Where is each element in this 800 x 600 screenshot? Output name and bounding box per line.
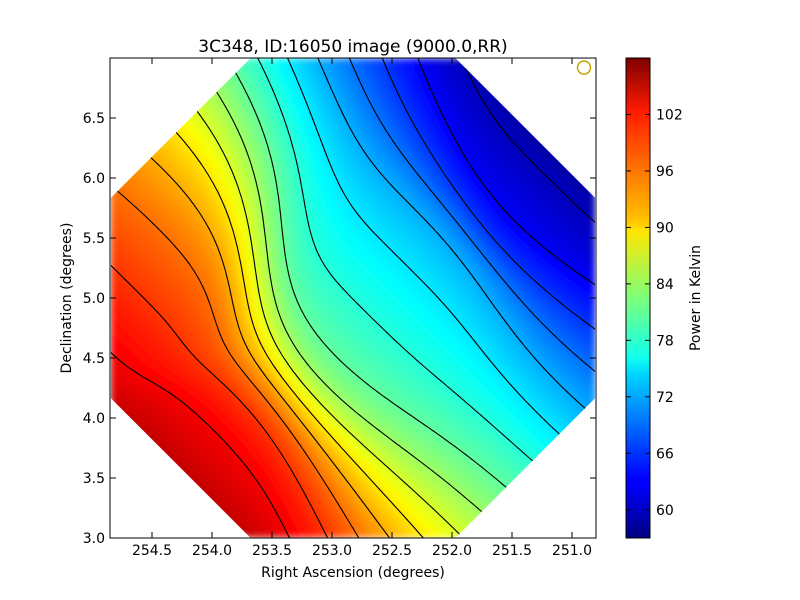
contour-lines: [110, 58, 596, 538]
y-tick-label: 6.5: [83, 111, 105, 127]
y-tick-label: 3.0: [83, 531, 105, 547]
colorbar-tick-label: 102: [656, 107, 683, 123]
x-axis-label: Right Ascension (degrees): [261, 565, 445, 581]
contour-level: [317, 58, 596, 419]
colorbar-tick-label: 60: [656, 503, 674, 519]
x-tick-label: 254.0: [192, 543, 232, 559]
chart-title: 3C348, ID:16050 image (9000.0,RR): [198, 37, 507, 57]
heatmap: [110, 58, 596, 538]
y-tick-label: 5.5: [83, 231, 105, 247]
contour-level: [287, 58, 596, 467]
y-axis: 3.0 3.5 4.0 4.5 5.0 5.5 6.0 6.5: [83, 111, 596, 547]
x-tick-label: 252.0: [432, 543, 472, 559]
x-tick-label: 253.5: [252, 543, 292, 559]
heatmap-image: [110, 58, 596, 538]
colorbar-ticks: 60 66 72 78 84 90 96 102: [626, 107, 683, 519]
contour-level: [348, 58, 596, 373]
colorbar-label: Power in Kelvin: [688, 245, 704, 351]
contour-level: [110, 184, 360, 538]
y-tick-label: 6.0: [83, 171, 105, 187]
y-tick-label: 4.5: [83, 351, 105, 367]
colorbar-tick-label: 66: [656, 446, 674, 462]
colorbar-tick-label: 90: [656, 220, 674, 236]
colorbar-tick-label: 78: [656, 333, 674, 349]
x-tick-label: 253.0: [312, 543, 352, 559]
x-tick-label: 251.5: [492, 543, 532, 559]
contour-level: [381, 58, 596, 331]
colorbar-tick-label: 96: [656, 164, 674, 180]
y-axis-label: Declination (degrees): [59, 223, 75, 374]
y-tick-label: 4.0: [83, 411, 105, 427]
y-tick-label: 5.0: [83, 291, 105, 307]
plot-area: [110, 58, 596, 538]
colorbar-gradient: [625, 57, 651, 539]
beam-marker: [576, 60, 592, 75]
contour-level: [110, 351, 290, 538]
colorbar: 60 66 72 78 84 90 96 102 Power in Kelvin: [625, 57, 704, 539]
x-tick-label: 254.5: [132, 543, 172, 559]
colorbar-tick-label: 72: [656, 390, 674, 406]
colorbar-tick-label: 84: [656, 277, 674, 293]
x-tick-label: 252.5: [372, 543, 412, 559]
contour-level: [417, 58, 596, 286]
x-tick-label: 251.0: [552, 543, 592, 559]
y-tick-label: 3.5: [83, 471, 105, 487]
x-axis: 254.5 254.0 253.5 253.0 252.5 252.0 251.5 251.0: [132, 58, 592, 559]
contour-level: [110, 264, 329, 538]
